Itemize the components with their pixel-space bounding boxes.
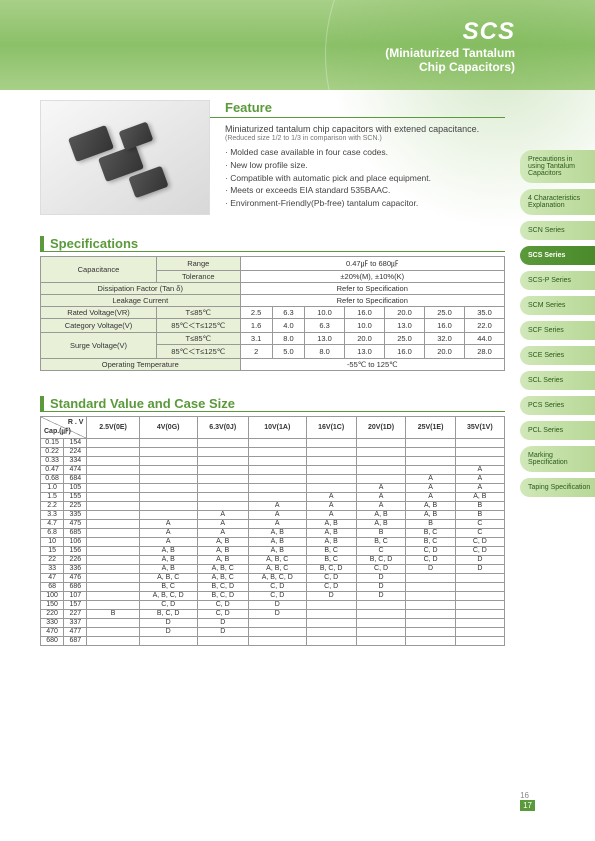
- value-table: R . VCap.(㎌)2.5V(0E)4V(0G)6.3V(0J)10V(1A…: [40, 416, 505, 646]
- sidebar-tab[interactable]: SCF Series: [520, 321, 595, 340]
- value-heading: Standard Value and Case Size: [40, 396, 505, 412]
- sidebar-tab[interactable]: PCS Series: [520, 396, 595, 415]
- sidebar-tab[interactable]: SCS-P Series: [520, 271, 595, 290]
- spec-table: CapacitanceRange0.47㎌ to 680㎌ Tolerance±…: [40, 256, 505, 371]
- sidebar-tab[interactable]: SCE Series: [520, 346, 595, 365]
- title-sub: (Miniaturized TantalumChip Capacitors): [385, 46, 515, 74]
- page-number: 16 17: [520, 791, 535, 811]
- spec-section: Specifications CapacitanceRange0.47㎌ to …: [40, 216, 505, 371]
- sidebar-tab[interactable]: SCN Series: [520, 221, 595, 240]
- sidebar-tab[interactable]: PCL Series: [520, 421, 595, 440]
- sidebar-tab[interactable]: 4 Characteristics Explanation: [520, 189, 595, 215]
- sidebar: Precautions in using Tantalum Capacitors…: [520, 150, 595, 503]
- sidebar-tab[interactable]: SCS Series: [520, 246, 595, 265]
- sidebar-tab[interactable]: Marking Specification: [520, 446, 595, 472]
- sidebar-tab[interactable]: SCL Series: [520, 371, 595, 390]
- title-main: SCS: [385, 18, 515, 46]
- sidebar-tab[interactable]: Taping Specification: [520, 478, 595, 497]
- spec-heading: Specifications: [40, 236, 505, 252]
- sidebar-tab[interactable]: Precautions in using Tantalum Capacitors: [520, 150, 595, 183]
- value-section: Standard Value and Case Size R . VCap.(㎌…: [40, 371, 505, 646]
- sidebar-tab[interactable]: SCM Series: [520, 296, 595, 315]
- product-image: [40, 100, 210, 215]
- header-title: SCS (Miniaturized TantalumChip Capacitor…: [385, 18, 515, 74]
